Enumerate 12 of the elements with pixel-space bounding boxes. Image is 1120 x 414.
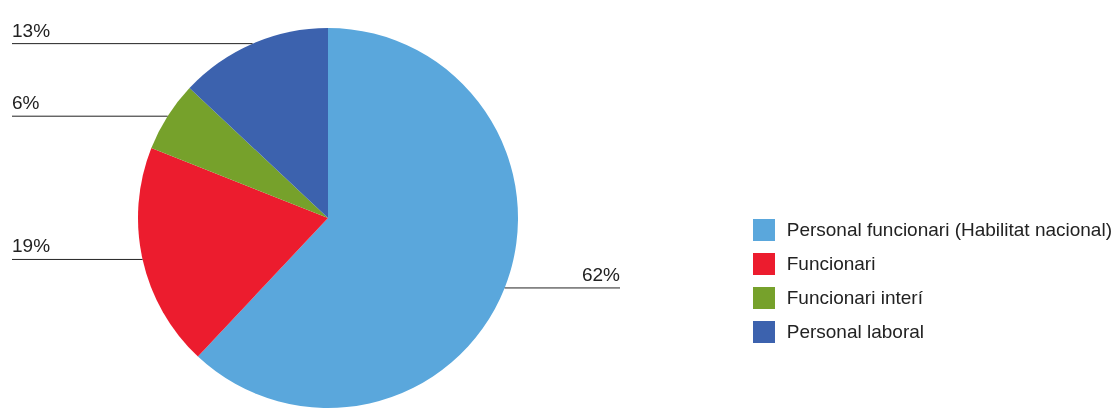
legend-label: Funcionari interí bbox=[786, 286, 923, 310]
pie-slice bbox=[189, 28, 328, 218]
data-label: 62% bbox=[581, 263, 621, 285]
legend-label: Personal laboral bbox=[786, 320, 925, 344]
legend-label: Funcionari bbox=[786, 252, 876, 276]
pie-slice bbox=[197, 28, 518, 408]
data-label: 13% bbox=[12, 19, 51, 41]
pie-slice bbox=[151, 87, 328, 218]
data-label: 6% bbox=[12, 92, 40, 114]
legend-label: Personal funcionari (Habilitat nacional) bbox=[786, 218, 1112, 242]
pie-slice bbox=[138, 148, 328, 357]
data-label: 19% bbox=[12, 235, 51, 257]
